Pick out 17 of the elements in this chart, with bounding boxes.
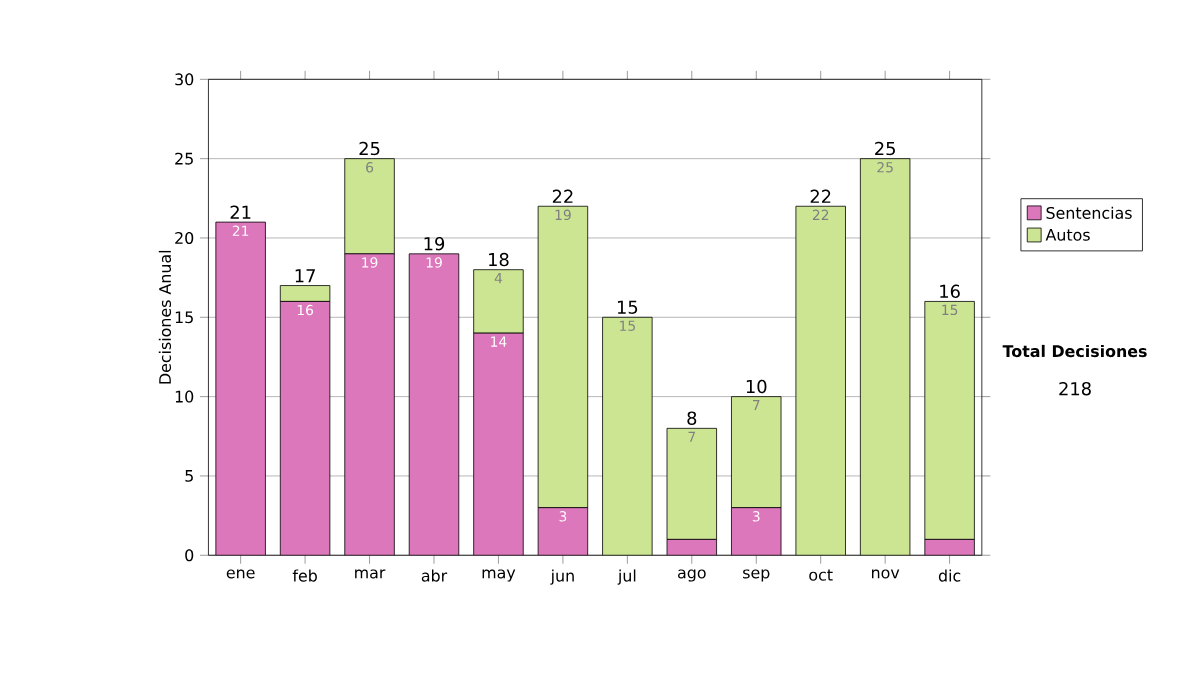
total-label: 25 [875,141,895,156]
total-label: 17 [295,269,315,283]
bar [602,316,653,556]
total-label: 22 [552,189,573,203]
total-label: 25 [359,141,380,156]
bar [408,253,460,556]
total-label: 10 [746,379,767,394]
total-label: 21 [230,205,251,219]
total-label: 19 [424,236,445,251]
total-label: 8 [687,411,697,425]
total-label: 16 [940,284,960,298]
total-label: 18 [489,252,509,267]
text: 218 [1059,381,1091,396]
bar [859,158,911,556]
total-label: 22 [810,189,831,203]
total-label: 15 [617,300,638,314]
bar [795,205,846,556]
